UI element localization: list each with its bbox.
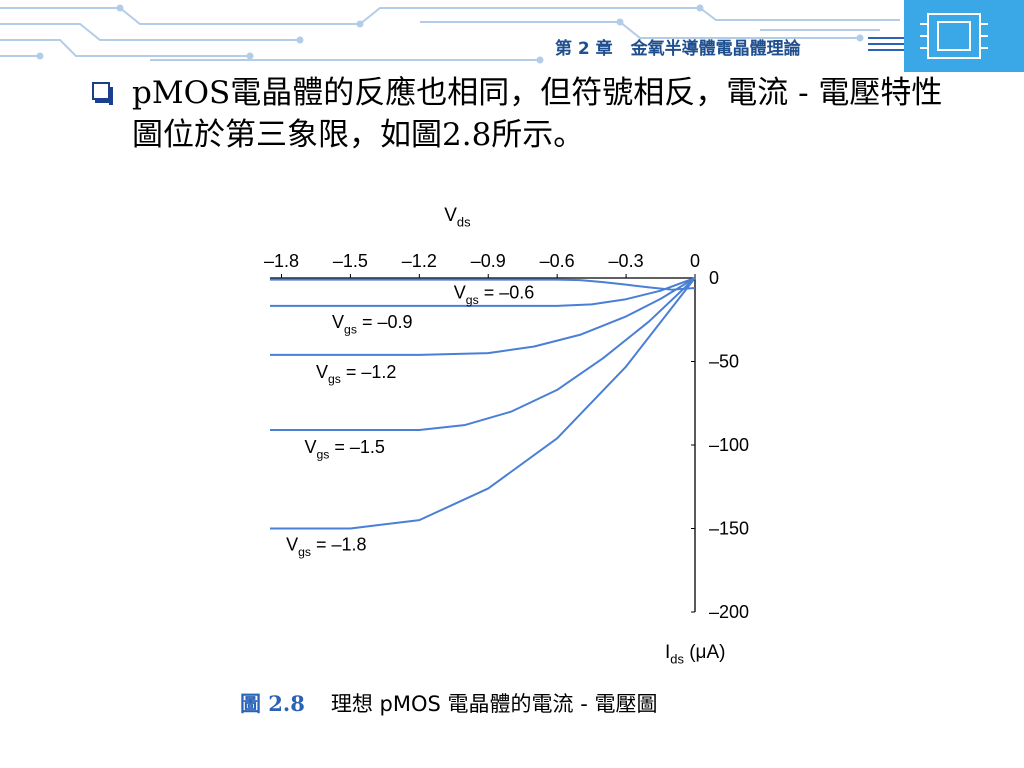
connector-lines-decoration bbox=[868, 37, 904, 51]
series-curve bbox=[270, 277, 696, 530]
series-label: Vgs = –0.9 bbox=[332, 312, 412, 336]
figure-caption: 圖 2.8 理想 pMOS 電晶體的電流 - 電壓圖 bbox=[240, 688, 657, 718]
circuit-line-decoration bbox=[0, 7, 900, 61]
x-tick-label: –0.6 bbox=[540, 251, 575, 271]
chart-axes bbox=[270, 274, 696, 613]
y-tick-label: –200 bbox=[709, 602, 749, 622]
chapter-name: 金氧半導體電晶體理論 bbox=[630, 39, 801, 59]
x-axis-title: Vds bbox=[444, 205, 470, 230]
x-tick-label: –1.5 bbox=[333, 251, 368, 271]
y-tick-label: –150 bbox=[709, 519, 749, 539]
series-label: Vgs = –1.8 bbox=[286, 535, 366, 559]
bullet-item: pMOS電晶體的反應也相同，但符號相反，電流 - 電壓特性圖位於第三象限，如圖2… bbox=[92, 72, 952, 156]
series-curve bbox=[270, 278, 696, 291]
iv-chart: –1.8 –1.5 –1.2 –0.9 –0.6 –0.3 0 Vds 0 –50 –100 –150… bbox=[264, 205, 749, 667]
y-tick-label: –50 bbox=[709, 352, 739, 372]
series-curve bbox=[270, 277, 696, 307]
chapter-title: 第 2 章金氧半導體電晶體理論 bbox=[555, 34, 801, 59]
figure-title: 理想 pMOS 電晶體的電流 - 電壓圖 bbox=[330, 692, 658, 716]
y-tick-label: –100 bbox=[709, 435, 749, 455]
x-tick-label: –0.9 bbox=[471, 251, 506, 271]
y-axis-title: Ids (μA) bbox=[665, 642, 725, 667]
chip-logo-icon bbox=[920, 13, 988, 59]
series-curve bbox=[270, 277, 696, 356]
series-label: Vgs = –1.5 bbox=[304, 437, 384, 461]
series-label: Vgs = –1.2 bbox=[316, 362, 396, 386]
circuit-node-decoration bbox=[36, 4, 864, 64]
figure-number: 圖 2.8 bbox=[240, 691, 305, 716]
x-tick-label: –1.2 bbox=[402, 251, 437, 271]
bullet-text: pMOS電晶體的反應也相同，但符號相反，電流 - 電壓特性圖位於第三象限，如圖2… bbox=[132, 75, 943, 153]
y-tick-label: 0 bbox=[709, 268, 719, 288]
chart-labels: –1.8 –1.5 –1.2 –0.9 –0.6 –0.3 0 Vds 0 –50 –100 –150… bbox=[264, 205, 749, 667]
series-label: Vgs = –0.6 bbox=[454, 283, 534, 307]
x-tick-label: –1.8 bbox=[264, 251, 299, 271]
header-circuit-band bbox=[0, 0, 1024, 72]
chapter-number: 第 2 章 bbox=[555, 39, 613, 59]
series-curve bbox=[270, 277, 696, 431]
x-tick-label: –0.3 bbox=[609, 251, 644, 271]
x-tick-label: 0 bbox=[690, 251, 700, 271]
chart-series bbox=[270, 277, 696, 530]
bullet-square-icon bbox=[92, 82, 113, 105]
